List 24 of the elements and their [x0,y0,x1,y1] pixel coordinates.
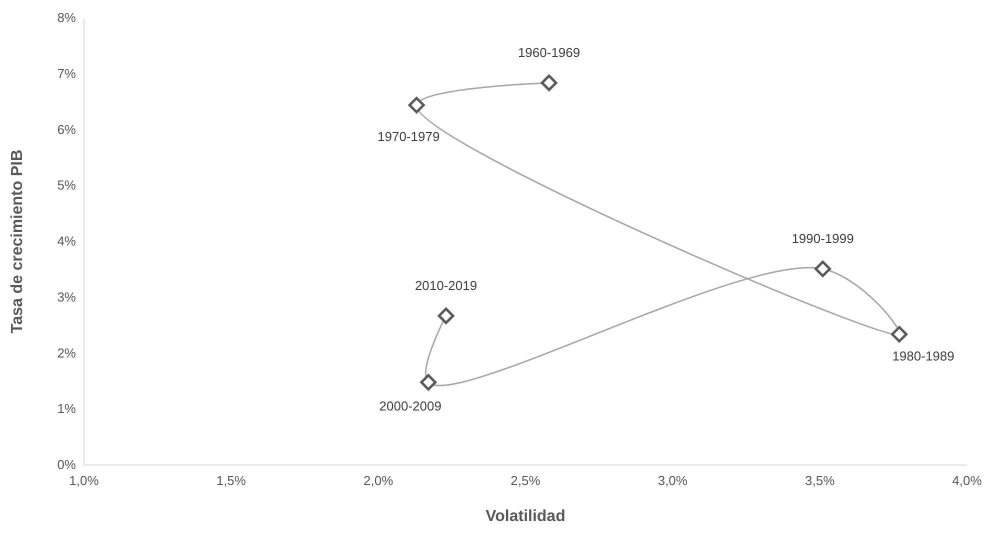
y-tick-label: 2% [57,345,76,360]
y-tick-label: 1% [57,401,76,416]
y-tick-label: 6% [57,122,76,137]
annotation: 1990-1999 [792,230,854,246]
annotation: 1960-1969 [518,44,580,60]
annotation: 2000-2009 [379,398,442,414]
y-tick-label: 0% [57,457,76,472]
x-axis-title: Volatilidad [486,508,566,525]
y-tick-label: 7% [57,66,76,81]
x-tick-label: 1,0% [69,473,100,488]
annotation: 1980-1989 [892,348,954,364]
x-tick-label: 2,0% [364,473,394,488]
x-tick-label: 2,5% [510,473,541,488]
annotation: 1970-1979 [378,129,440,144]
x-tick-label: 3,5% [805,473,836,488]
y-tick-label: 5% [57,178,76,193]
y-axis-title: Tasa de crecimiento PIB [9,150,26,334]
y-tick-label: 4% [57,234,76,248]
y-tick-label: 3% [57,289,76,304]
annotation: 2010-2019 [414,278,478,293]
x-tick-label: 4,0% [952,473,982,488]
y-tick-label: 8% [57,10,76,25]
x-tick-label: 1,5% [216,473,246,488]
x-tick-label: 3,0% [658,473,688,488]
